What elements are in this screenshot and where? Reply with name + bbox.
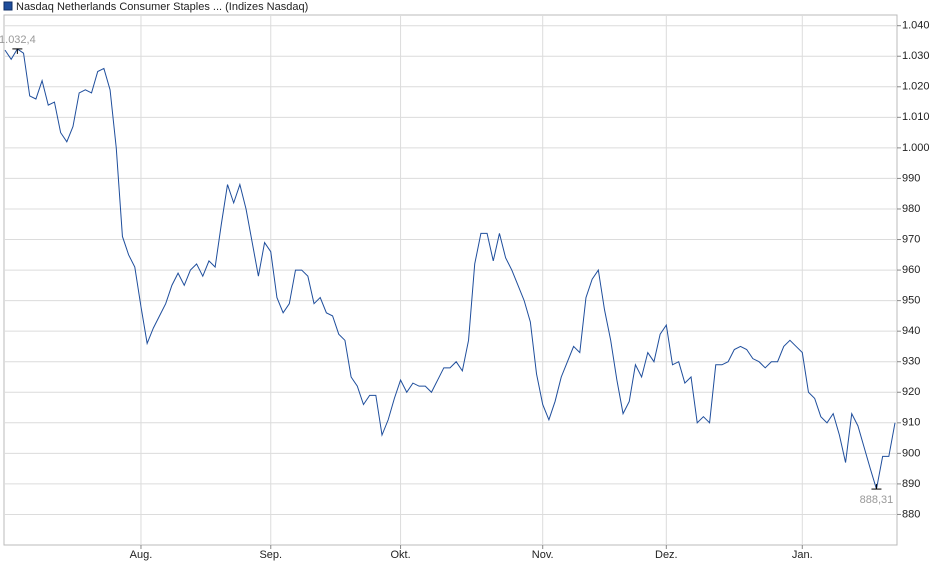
data-label: 888,31	[860, 494, 894, 506]
y-tick-label: 970	[902, 233, 920, 245]
y-tick-label: 950	[902, 295, 920, 307]
x-tick-label: Aug.	[130, 549, 153, 561]
y-tick-label: 900	[902, 447, 920, 459]
x-tick-label: Jan.	[792, 549, 813, 561]
y-tick-label: 980	[902, 203, 920, 215]
x-tick-label: Okt.	[390, 549, 410, 561]
y-tick-label: 990	[902, 172, 920, 184]
y-tick-label: 960	[902, 264, 920, 276]
line	[4, 48, 896, 490]
y-tick-label: 1.010	[902, 111, 930, 123]
y-tick-label: 930	[902, 356, 920, 368]
y-tick-label: 1.000	[902, 142, 930, 154]
legend-label: Nasdaq Netherlands Consumer Staples ... …	[16, 1, 308, 13]
x-tick-label: Dez.	[655, 549, 678, 561]
y-tick-label: 880	[902, 508, 920, 520]
y-tick-label: 1.020	[902, 81, 930, 93]
y-tick-label: 890	[902, 478, 920, 490]
data-label: 1.032,4	[0, 34, 36, 46]
legend-swatch	[3, 1, 13, 11]
y-tick-label: 1.030	[902, 50, 930, 62]
y-tick-label: 920	[902, 386, 920, 398]
y-tick-label: 940	[902, 325, 920, 337]
y-tick-label: 1.040	[902, 20, 930, 32]
x-tick-label: Nov.	[532, 549, 554, 561]
y-tick-label: 910	[902, 417, 920, 429]
x-tick-label: Sep.	[259, 549, 282, 561]
plot-frame	[3, 14, 898, 546]
